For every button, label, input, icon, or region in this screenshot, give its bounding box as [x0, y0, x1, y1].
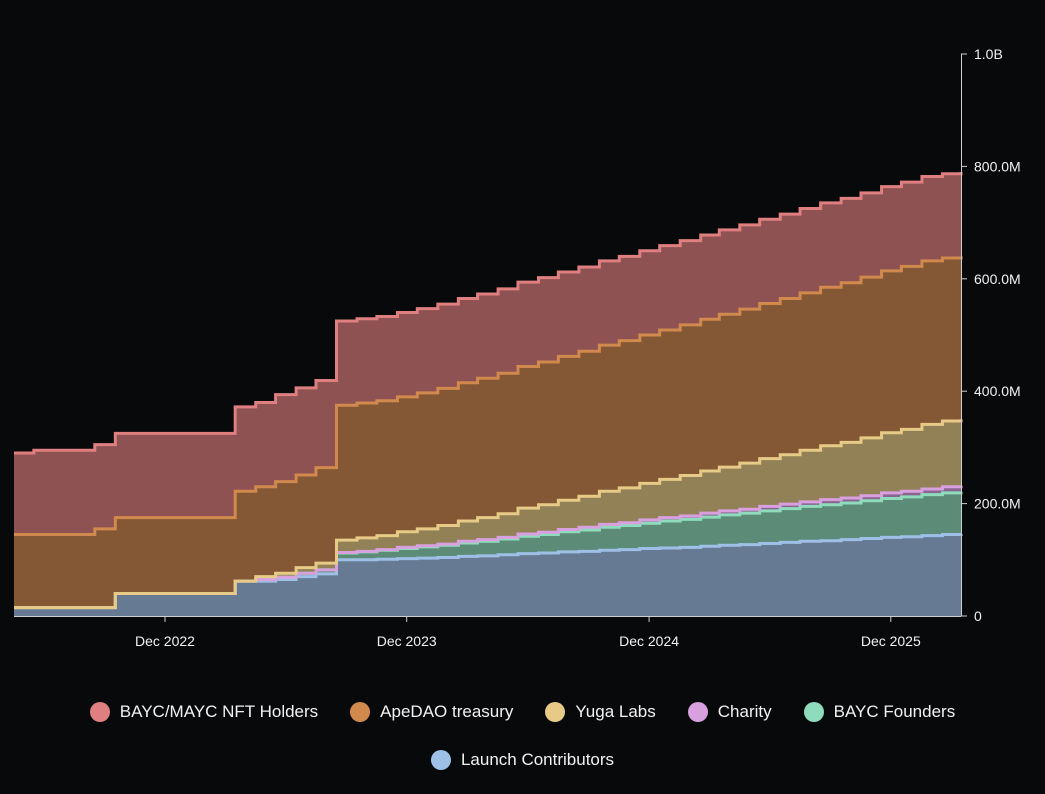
- stacked-area-chart: Dec 2022 Dec 2023 Dec 2024 Dec 2025 0 200.0M 4…: [14, 46, 1021, 649]
- line-yuga-labs: [14, 419, 963, 610]
- legend-item-apedao-treasury[interactable]: ApeDAO treasury: [350, 700, 513, 724]
- legend-swatch-launch-contributors: [430, 750, 451, 770]
- y-tick-label: 200.0M: [974, 496, 1021, 512]
- legend-label: BAYC/MAYC NFT Holders: [119, 702, 319, 721]
- area-launch-contributors: [14, 533, 961, 616]
- legend-swatch-bayc-mayc-nft-holders: [89, 702, 110, 722]
- legend-swatch-bayc-founders: [803, 702, 824, 722]
- legend-swatch-charity: [687, 702, 708, 722]
- legend-label: BAYC Founders: [833, 702, 956, 721]
- x-tick-label: Dec 2025: [861, 633, 921, 649]
- area-apedao-treasury: [14, 256, 961, 608]
- y-tick-label: 400.0M: [974, 383, 1021, 399]
- line-apedao-treasury: [14, 256, 963, 537]
- area-charity: [14, 485, 961, 608]
- legend-item-charity[interactable]: Charity: [687, 700, 772, 724]
- legend-item-yuga-labs[interactable]: Yuga Labs: [545, 700, 656, 724]
- legend-swatch-yuga-labs: [545, 702, 566, 722]
- legend-item-bayc-founders[interactable]: BAYC Founders: [803, 700, 956, 724]
- x-tick-label: Dec 2024: [619, 633, 679, 649]
- chart-area: Dec 2022 Dec 2023 Dec 2024 Dec 2025 0 200.0M 4…: [14, 46, 1021, 649]
- legend-swatch-apedao-treasury: [350, 702, 371, 722]
- legend: BAYC/MAYC NFT Holders ApeDAO treasury Yu…: [0, 700, 1045, 772]
- legend-item-bayc-mayc-nft-holders[interactable]: BAYC/MAYC NFT Holders: [89, 700, 319, 724]
- y-tick-label: 800.0M: [974, 158, 1021, 174]
- legend-label: Launch Contributors: [460, 750, 615, 769]
- area-bayc-mayc-nft-holders: [14, 172, 961, 535]
- legend-label: ApeDAO treasury: [380, 702, 514, 721]
- y-tick-label: 600.0M: [974, 271, 1021, 287]
- legend-label: Charity: [717, 702, 772, 721]
- legend-item-launch-contributors[interactable]: Launch Contributors: [430, 748, 615, 772]
- line-bayc-mayc-nft-holders: [14, 172, 963, 455]
- x-tick-label: Dec 2022: [135, 633, 195, 649]
- x-tick-label: Dec 2023: [377, 633, 437, 649]
- y-tick-label: 0: [974, 608, 982, 624]
- legend-label: Yuga Labs: [575, 702, 656, 721]
- area-bayc-founders: [14, 491, 961, 608]
- y-tick-label: 1.0B: [974, 46, 1003, 62]
